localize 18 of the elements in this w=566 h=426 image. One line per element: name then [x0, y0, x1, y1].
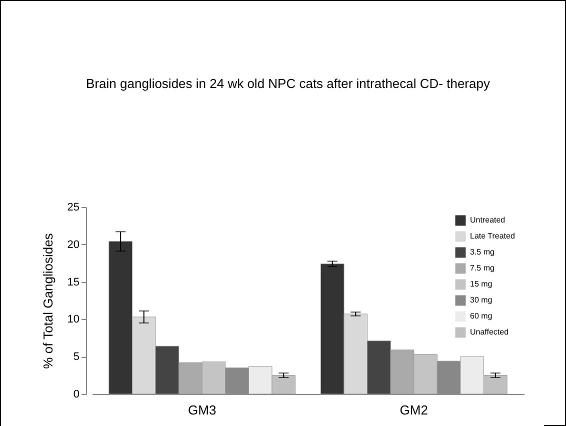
x-tick-label: GM3: [188, 402, 216, 418]
legend-label: Unaffected: [470, 328, 509, 336]
y-axis-title: % of Total Gangliosides: [40, 232, 56, 369]
legend-label: 30 mg: [470, 296, 492, 304]
y-tick-label: 15: [67, 276, 80, 288]
y-tick-label: 20: [67, 238, 80, 251]
y-tick-label: 0: [73, 388, 80, 400]
x-tick-label: GM2: [400, 402, 428, 418]
legend-label: Untreated: [470, 216, 506, 224]
legend-label: 3.5 mg: [470, 248, 494, 256]
legend-label: 7.5 mg: [470, 264, 494, 272]
legend-label: 15 mg: [470, 280, 492, 288]
legend-label: 60 mg: [470, 312, 492, 320]
legend-label: Late Treated: [470, 232, 515, 240]
y-tick-label: 25: [67, 202, 80, 214]
y-tick-label: 10: [67, 314, 80, 326]
chart-title: Brain gangliosides in 24 wk old NPC cats after intrathecal CD- therapy: [86, 76, 490, 91]
y-tick-label: 5: [73, 351, 80, 364]
